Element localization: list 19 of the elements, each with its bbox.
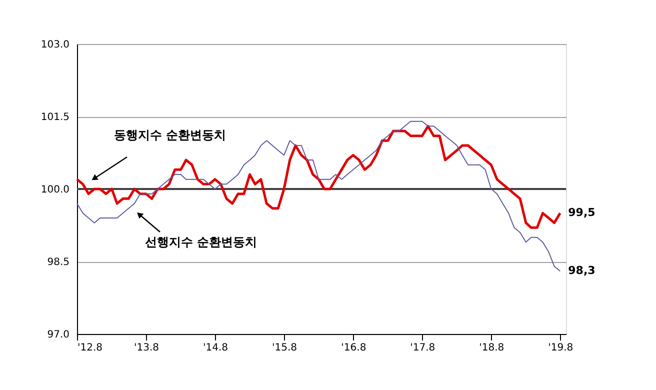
text: 동행지수 순환변동치 [114, 128, 226, 142]
x-tick-label: '17.8 [410, 342, 436, 354]
y-tick-label: 100.0 [40, 184, 70, 196]
line-series [76, 124, 562, 229]
x-tick-label: '18.8 [479, 342, 504, 354]
data-label: 98,3 [568, 264, 596, 278]
text: 선행지수 순환변동치 [144, 235, 258, 249]
x-tick-label: '14.8 [202, 342, 228, 354]
line-series [76, 120, 561, 272]
y-tick-label: 101.5 [40, 112, 70, 123]
y-tick-label: 97.0 [47, 330, 70, 340]
x-tick-label: '15.8 [272, 342, 297, 354]
y-tick-label: 103.0 [40, 40, 70, 50]
x-tick-label: '19.8 [548, 342, 574, 354]
x-tick-label: '12.8 [78, 342, 103, 354]
x-tick-label: '16.8 [341, 342, 366, 354]
x-tick-label: '13.8 [134, 342, 159, 354]
y-tick-label: 98.5 [47, 257, 70, 268]
data-label: 99,5 [568, 206, 596, 220]
